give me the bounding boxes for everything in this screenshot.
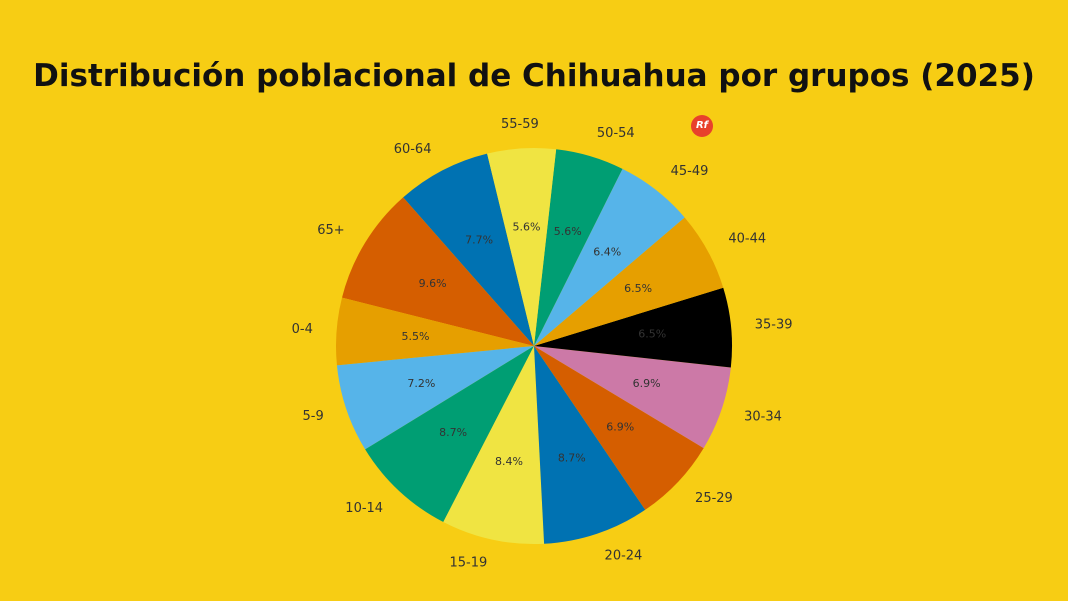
brand-logo-icon: Rf — [691, 115, 713, 137]
pie-slice-10-14 — [365, 346, 534, 523]
pie-category-label-15-19: 15-19 — [449, 555, 487, 570]
pie-percent-label-5-9: 7.2% — [407, 377, 435, 390]
pie-category-label-45-49: 45-49 — [671, 164, 709, 179]
pie-category-label-10-14: 10-14 — [345, 501, 383, 516]
pie-category-label-20-24: 20-24 — [605, 549, 643, 564]
pie-percent-label-40-44: 6.5% — [624, 282, 652, 295]
pie-slice-5-9 — [336, 346, 534, 450]
pie-category-label-25-29: 25-29 — [695, 491, 733, 506]
pie-category-label-30-34: 30-34 — [744, 409, 782, 424]
pie-percent-label-30-34: 6.9% — [633, 377, 661, 390]
pie-percent-label-60-64: 7.7% — [465, 234, 493, 247]
pie-percent-label-55-59: 5.6% — [512, 220, 540, 233]
pie-category-label-50-54: 50-54 — [597, 126, 635, 141]
pie-percent-label-25-29: 6.9% — [606, 421, 634, 434]
pie-category-label-40-44: 40-44 — [728, 232, 766, 247]
pie-slice-40-44 — [534, 217, 724, 346]
pie-slice-30-34 — [534, 346, 731, 449]
pie-slice-45-49 — [534, 168, 685, 346]
pie-category-label-0-4: 0-4 — [292, 322, 313, 337]
pie-slice-50-54 — [534, 149, 623, 346]
pie-category-label-5-9: 5-9 — [303, 409, 324, 424]
pie-category-labels: 60-64 65+ 0-4 5-9 10-14 15-19 20-24 25-29 30-34 3… — [292, 117, 793, 570]
chart-title: Distribución poblacional de Chihuahua po… — [33, 58, 1035, 94]
pie-slice-55-59 — [487, 147, 557, 346]
pie-slice-60-64 — [403, 153, 534, 346]
pie-percent-label-35-39: 6.5% — [638, 328, 666, 341]
pie-percent-label-15-19: 8.4% — [495, 455, 523, 468]
pie-slice-15-19 — [443, 346, 545, 545]
pie-category-label-55-59: 55-59 — [501, 117, 539, 132]
pie-slice-20-24 — [534, 346, 646, 544]
pie-percent-label-20-24: 8.7% — [558, 452, 586, 465]
pie-slice-35-39 — [534, 287, 732, 368]
pie-percent-label-0-4: 5.5% — [402, 330, 430, 343]
pie-category-label-65+: 65+ — [317, 223, 344, 238]
pie-percent-labels: 7.7% 9.6% 5.5% 7.2% 8.7% 8.4% 8.7% 6.9% 6.9% 6.5%… — [402, 220, 667, 468]
pie-slice-65+ — [342, 197, 534, 346]
pie-percent-label-50-54: 5.6% — [554, 225, 582, 238]
pie-slices — [336, 147, 732, 545]
pie-category-label-35-39: 35-39 — [755, 317, 793, 332]
pie-percent-label-45-49: 6.4% — [593, 245, 621, 258]
pie-percent-label-65+: 9.6% — [419, 277, 447, 290]
pie-slice-0-4 — [336, 297, 534, 366]
pie-category-label-60-64: 60-64 — [394, 142, 432, 157]
pie-percent-label-10-14: 8.7% — [439, 426, 467, 439]
pie-slice-25-29 — [534, 346, 704, 510]
